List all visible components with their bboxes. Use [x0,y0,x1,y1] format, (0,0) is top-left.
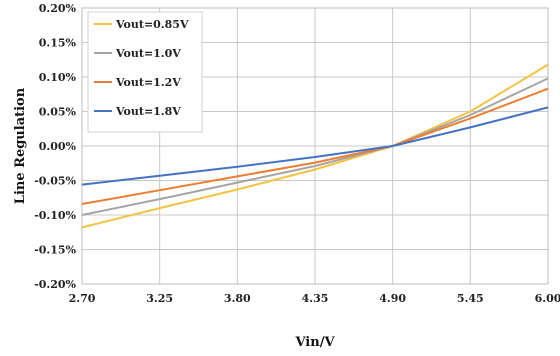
y-tick-label: 0.05% [39,106,77,119]
x-axis-title: Vin/V [294,335,335,350]
y-axis-title: Line Regulation [13,87,28,204]
x-tick-label: 3.25 [146,292,173,305]
y-tick-label: 0.15% [39,37,77,50]
y-tick-label: -0.10% [34,209,76,222]
legend-label: Vout=1.0V [115,47,181,60]
series-line [81,106,549,186]
series-lines [81,63,549,229]
legend: Vout=0.85V Vout=1.0V Vout=1.2V Vout=1.8V [87,11,203,133]
plot-border [81,7,549,285]
legend-label: Vout=1.8V [115,105,181,118]
series-line [81,87,549,205]
y-tick-label: -0.15% [34,244,76,257]
series-line [81,77,549,216]
legend-label: Vout=0.85V [115,18,189,31]
y-tick-label: -0.20% [34,278,76,291]
y-tick-label: 0.00% [39,140,77,153]
series-line [81,63,549,229]
legend-label: Vout=1.2V [115,76,181,89]
x-tick-label: 5.45 [457,292,484,305]
y-tick-label: -0.05% [34,175,76,188]
x-tick-labels: 2.70 3.25 3.80 4.35 4.90 5.45 6.00 [69,292,560,305]
y-tick-label: 0.10% [39,71,77,84]
y-tick-labels: -0.20% -0.15% -0.10% -0.05% 0.00% 0.05% 0.10% 0… [34,2,76,291]
y-tick-label: 0.20% [39,2,77,15]
x-tick-label: 4.90 [379,292,406,305]
x-tick-label: 2.70 [69,292,96,305]
x-tick-label: 6.00 [535,292,560,305]
x-tick-label: 4.35 [302,292,329,305]
x-tick-label: 3.80 [224,292,251,305]
